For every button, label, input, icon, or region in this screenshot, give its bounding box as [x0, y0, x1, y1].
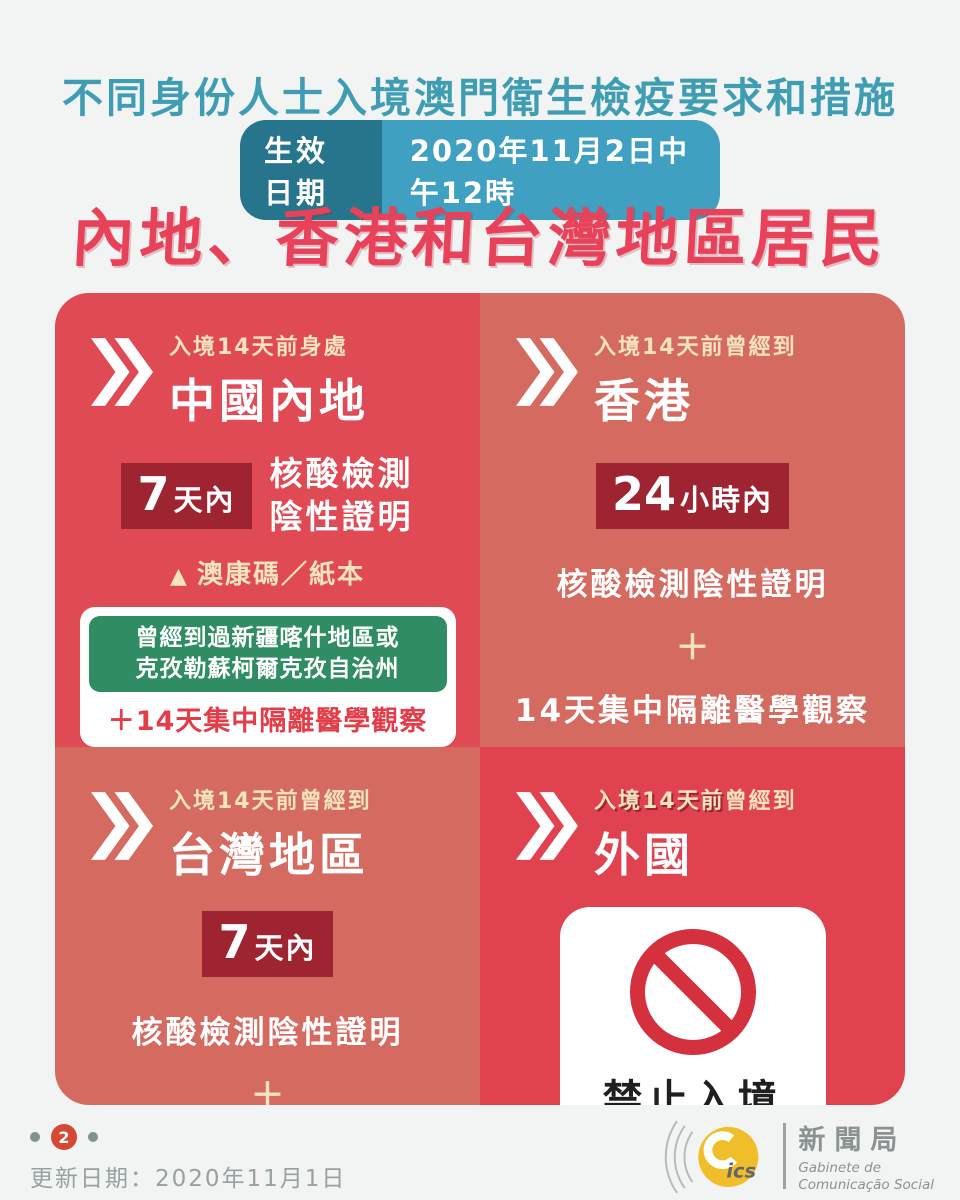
logo-texts: 新聞局 Gabinete de Comunicação Social [798, 1118, 934, 1194]
gcs-logo-letters: ics [727, 1159, 757, 1182]
card-region-name: 香港 [594, 374, 694, 428]
page-dot-icon [30, 1132, 40, 1142]
card-taiwan: 入境14天前曾經到 台灣地區 7 天內 核酸檢測陰性證明 ＋ 14天集中隔離醫學… [55, 746, 480, 1105]
requirement-test: 核酸檢測陰性證明 [131, 1014, 404, 1051]
logo-divider [783, 1123, 787, 1189]
gcs-logo: ics 新聞局 Gabinete de Comunicação Social [645, 1112, 934, 1200]
health-code-note: ▲ 澳康碼／紙本 [55, 554, 480, 591]
prohibition-icon [629, 928, 756, 1055]
card-header: 入境14天前曾經到 香港 [480, 293, 905, 431]
card-hong-kong: 入境14天前曾經到 香港 24 小時內 核酸檢測陰性證明 ＋ 14天集中隔離醫學… [480, 293, 905, 747]
effective-date-badge: 生效日期 2020年11月2日中午12時 [240, 120, 720, 220]
health-code-note-text: 澳康碼／紙本 [196, 559, 365, 590]
card-title-block: 入境14天前曾經到 香港 [594, 329, 797, 431]
card-foreign: 入境14天前曾經到 外國 禁止入境 [480, 746, 905, 1105]
requirement-row: 7 天內 [55, 910, 480, 977]
effective-date-label: 生效日期 [240, 120, 382, 220]
requirement-line-1: 核酸檢測 [269, 454, 414, 493]
time-window-badge: 24 小時內 [595, 463, 790, 529]
card-condition-label: 入境14天前曾經到 [169, 788, 372, 814]
page-title: 不同身份人士入境澳門衛生檢疫要求和措施 [62, 74, 898, 122]
time-unit: 小時內 [680, 483, 774, 517]
entry-ban-box: 禁止入境 [559, 906, 826, 1105]
card-condition-label: 入境14天前曾經到 [594, 783, 797, 815]
requirement-quarantine: 14天集中隔離醫學觀察 [514, 693, 871, 729]
double-chevron-icon [91, 791, 153, 865]
xinjiang-special-box: 曾經到過新疆喀什地區或 克孜勒蘇柯爾克孜自治州 ＋14天集中隔離醫學觀察 [79, 606, 456, 747]
time-number: 24 [611, 467, 676, 521]
requirement-row: 7 天內 核酸檢測 陰性證明 [55, 453, 480, 539]
update-date: 更新日期：2020年11月1日 [30, 1166, 347, 1192]
card-header: 入境14天前曾經到 外國 [480, 747, 905, 885]
card-header: 入境14天前曾經到 台灣地區 [55, 747, 480, 885]
gcs-logo-mark: ics [665, 1120, 759, 1194]
card-region-name: 外國 [594, 827, 694, 882]
card-region-name: 中國內地 [169, 374, 369, 428]
time-window-badge: 7 天內 [202, 910, 333, 977]
plus-sign: ＋ [675, 628, 710, 668]
entry-ban-text: 禁止入境 [602, 1076, 783, 1105]
requirement-row: 24 小時內 [480, 463, 905, 529]
card-title-block: 入境14天前曾經到 台灣地區 [169, 783, 372, 885]
logo-portuguese-line-1: Gabinete de [798, 1160, 882, 1177]
footer-left: 2 更新日期：2020年11月1日 [30, 1124, 346, 1193]
time-number: 7 [137, 466, 170, 521]
condition-emphasis: 入境14天前 [594, 788, 725, 814]
card-region-name: 台灣地區 [169, 827, 369, 882]
special-quarantine-text: ＋14天集中隔離醫學觀察 [107, 705, 428, 737]
special-region-line-1: 曾經到過新疆喀什地區或 [135, 624, 400, 651]
special-region-pill: 曾經到過新疆喀什地區或 克孜勒蘇柯爾克孜自治州 [88, 615, 447, 692]
time-unit: 天內 [254, 930, 317, 965]
double-chevron-icon [91, 337, 153, 411]
requirement-test: 核酸檢測陰性證明 [556, 567, 829, 603]
audience-title: 內地、香港和台灣地區居民 [69, 202, 890, 275]
time-number: 7 [218, 914, 251, 969]
condition-rest: 曾經到 [724, 788, 797, 814]
card-header: 入境14天前身處 中國內地 [55, 293, 480, 431]
time-unit: 天內 [173, 482, 236, 517]
requirements-grid: 入境14天前身處 中國內地 7 天內 核酸檢測 陰性證明 ▲ 澳康碼／紙本 曾經到… [55, 293, 905, 1105]
card-title-block: 入境14天前身處 中國內地 [169, 329, 369, 431]
double-chevron-icon [516, 337, 578, 411]
time-window-badge: 7 天內 [121, 462, 252, 529]
requirement-line-2: 陰性證明 [269, 496, 414, 536]
card-mainland-china: 入境14天前身處 中國內地 7 天內 核酸檢測 陰性證明 ▲ 澳康碼／紙本 曾經到… [55, 293, 480, 747]
logo-portuguese-line-2: Comunicação Social [798, 1177, 934, 1193]
page-indicator: 2 [30, 1124, 346, 1150]
logo-chinese-name: 新聞局 [798, 1125, 907, 1157]
effective-date-value: 2020年11月2日中午12時 [381, 120, 720, 220]
card-condition-label: 入境14天前身處 [169, 335, 348, 360]
card-title-block: 入境14天前曾經到 外國 [594, 783, 797, 885]
requirement-text: 核酸檢測 陰性證明 [270, 453, 414, 539]
page-dot-icon [88, 1132, 98, 1142]
double-chevron-icon [516, 791, 578, 865]
triangle-icon: ▲ [170, 563, 189, 589]
special-region-line-2: 克孜勒蘇柯爾克孜自治州 [135, 655, 400, 682]
current-page-badge: 2 [51, 1124, 77, 1150]
card-condition-label: 入境14天前曾經到 [594, 335, 797, 360]
plus-sign: ＋ [250, 1075, 285, 1105]
